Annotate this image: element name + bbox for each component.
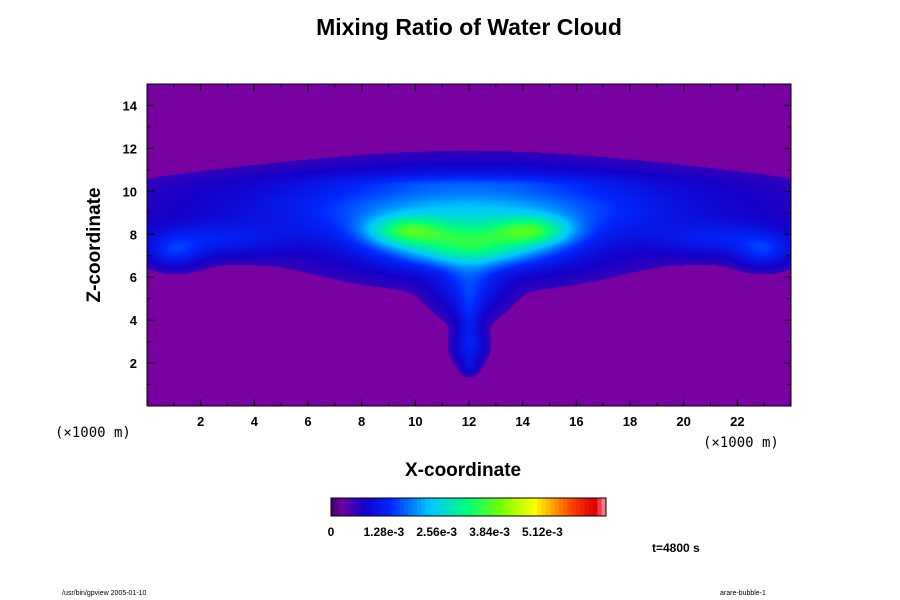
y-axis-label: Z-coordinate (84, 187, 105, 303)
colorbar-segment (404, 498, 409, 516)
colorbar-segment (391, 498, 396, 516)
x-tick-label: 4 (251, 414, 259, 429)
colorbar-segment (597, 498, 603, 516)
colorbar-segment (515, 498, 521, 516)
colorbar-segment (511, 498, 517, 516)
colorbar-segment (580, 498, 585, 516)
time-label: t=4800 s (652, 541, 700, 555)
colorbar-frame (330, 497, 607, 517)
colorbar-segment (567, 498, 573, 516)
colorbar-segment (399, 498, 405, 516)
y-tick-label: 4 (130, 313, 138, 328)
colorbar-segment (464, 498, 469, 516)
colorbar-segment (537, 498, 542, 516)
colorbar-segment (472, 498, 478, 516)
footer-right-text: arare-bubble-1 (720, 590, 766, 597)
x-tick-label: 2 (197, 414, 204, 429)
colorbar-segment (455, 498, 461, 516)
colorbar-segment (459, 498, 465, 516)
x-tick-label: 16 (569, 414, 583, 429)
y-tick-label: 2 (130, 356, 137, 371)
colorbar-segment (502, 498, 508, 516)
colorbar-segment (481, 498, 487, 516)
colorbar-segment (554, 498, 560, 516)
colorbar-segment (498, 498, 504, 516)
y-tick-label: 12 (123, 141, 137, 156)
y-tick-label: 8 (130, 227, 137, 242)
colorbar-segment (382, 498, 388, 516)
colorbar-segment (365, 498, 371, 516)
colorbar-tick-label: 2.56e-3 (416, 525, 458, 539)
colorbar-segment (395, 498, 401, 516)
colorbar-segment (524, 498, 530, 516)
x-tick-label: 14 (515, 414, 530, 429)
y-tick-label: 6 (130, 270, 137, 285)
colorbar-segment (494, 498, 499, 516)
colorbar-segment (528, 498, 534, 516)
colorbar-segment (520, 498, 525, 516)
x-axis-label: X-coordinate (405, 460, 522, 481)
colorbar-segment (575, 498, 581, 516)
x-tick-label: 20 (676, 414, 690, 429)
colorbar-tick-label: 0 (327, 525, 335, 539)
colorbar-segment (532, 498, 538, 516)
colorbar-segment (593, 498, 598, 516)
footer-left-text: /usr/bin/gpview 2005-01-10 (62, 590, 147, 597)
x-axis-units-left: (×1000 m) (55, 425, 131, 441)
colorbar-segment (386, 498, 392, 516)
colorbar-segment (434, 498, 439, 516)
x-tick-label: 6 (304, 414, 311, 429)
colorbar-segment (447, 498, 452, 516)
chart-title: Mixing Ratio of Water Cloud (316, 14, 622, 40)
colorbar-segment (601, 498, 607, 516)
x-tick-label: 8 (358, 414, 365, 429)
colorbar-segment (541, 498, 547, 516)
colorbar-segment (429, 498, 435, 516)
colorbar-segment (335, 498, 340, 516)
y-tick-label: 14 (123, 98, 138, 113)
x-tick-label: 22 (730, 414, 744, 429)
colorbar-segment (373, 498, 379, 516)
colorbar-segment (442, 498, 448, 516)
colorbar-tick-label: 3.84e-3 (469, 525, 510, 539)
colorbar-segment (545, 498, 551, 516)
colorbar-segment (416, 498, 422, 516)
colorbar-segment (563, 498, 568, 516)
x-axis-units-right: (×1000 m) (703, 435, 779, 451)
colorbar-segment (558, 498, 564, 516)
colorbar-tick-label: 1.28e-3 (363, 525, 405, 539)
colorbar-segment (477, 498, 482, 516)
colorbar-segment (588, 498, 594, 516)
x-tick-label: 18 (623, 414, 637, 429)
x-tick-label: 10 (408, 414, 422, 429)
colorbar-segment (584, 498, 590, 516)
colorbar-segment (571, 498, 577, 516)
colorbar-segment (438, 498, 444, 516)
x-tick-label: 12 (462, 414, 476, 429)
colorbar-segment (331, 498, 336, 516)
colorbar-tick-label: 5.12e-3 (522, 525, 563, 539)
colorbar-segment (356, 498, 362, 516)
colorbar-segment (421, 498, 426, 516)
y-tick-label: 10 (123, 184, 137, 199)
colorbar-segment (451, 498, 457, 516)
colorbar-segment (361, 498, 366, 516)
colorbar-segment (348, 498, 353, 516)
colorbar-segment (339, 498, 345, 516)
colorbar-segment (343, 498, 349, 516)
colorbar-segment (507, 498, 512, 516)
colorbar-segment (425, 498, 431, 516)
colorbar-segment (408, 498, 414, 516)
colorbar-segment (378, 498, 383, 516)
colorbar-segment (550, 498, 555, 516)
heatmap-raster (147, 84, 791, 406)
colorbar-segment (369, 498, 375, 516)
colorbar-segment (352, 498, 358, 516)
colorbar-segment (489, 498, 495, 516)
colorbar-segment (485, 498, 491, 516)
colorbar-segment (412, 498, 418, 516)
colorbar-segment (468, 498, 474, 516)
